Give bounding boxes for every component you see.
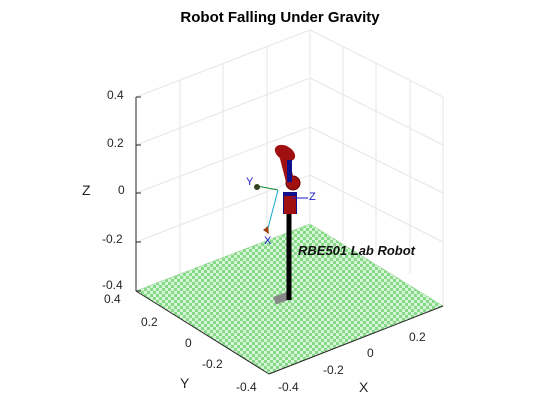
y-axis-label: Y (180, 375, 190, 391)
figure-title: Robot Falling Under Gravity (180, 9, 380, 26)
joint-top (274, 144, 296, 162)
z-tick-label: -0.2 (102, 232, 123, 246)
x-tick-label: 0 (367, 346, 374, 360)
axis-lines (135, 96, 444, 375)
robot (254, 144, 308, 305)
link-block (284, 196, 296, 214)
link-joint-blue (287, 160, 292, 182)
frame-label-y: Y (246, 176, 254, 188)
y-tick-label: 0 (185, 336, 192, 350)
x-tick-label: 0.2 (409, 330, 426, 344)
y-tick-label: 0.4 (104, 292, 121, 306)
z-tick-label: 0.2 (107, 136, 124, 150)
x-tick-label: -0.2 (323, 363, 344, 377)
robot-label: RBE501 Lab Robot (298, 243, 416, 258)
z-tick-label: -0.4 (102, 278, 123, 292)
frame-label-z: Z (309, 191, 316, 203)
frame-label-x: X (264, 235, 272, 247)
y-tick-label: -0.2 (202, 357, 223, 371)
x-tick-label: -0.4 (278, 380, 299, 394)
z-tick-label: 0.4 (107, 88, 124, 102)
robot-base (273, 291, 291, 305)
z-tick-label: 0 (118, 183, 125, 197)
x-axis-label: X (359, 379, 369, 395)
y-tick-label: -0.4 (236, 380, 257, 394)
y-tick-label: 0.2 (141, 315, 158, 329)
z-axis-label: Z (82, 182, 91, 198)
